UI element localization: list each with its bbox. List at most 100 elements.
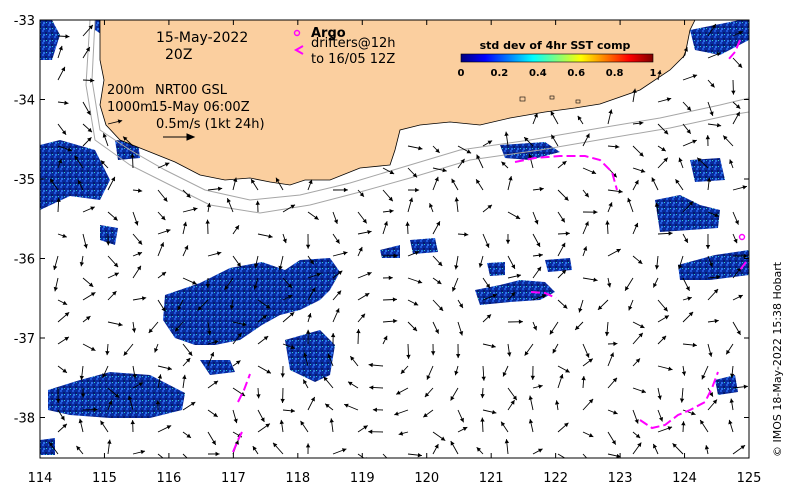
current-arrow (205, 219, 210, 235)
current-arrow (501, 161, 509, 169)
time-label: 20Z (165, 47, 192, 63)
current-arrow (132, 233, 143, 245)
current-arrow (357, 246, 363, 257)
current-arrow (528, 395, 534, 411)
current-arrow (123, 343, 134, 356)
current-arrow (432, 221, 441, 235)
current-arrow (282, 277, 293, 289)
current-arrow (432, 299, 444, 312)
current-arrow (505, 233, 511, 244)
current-arrow (357, 425, 368, 433)
current-arrow (182, 221, 188, 235)
current-arrow (432, 255, 443, 267)
drifters-label-2: to 16/05 12Z (311, 52, 395, 67)
current-arrow (732, 101, 741, 109)
current-arrow (707, 343, 713, 357)
current-arrow (604, 321, 610, 337)
date-label: 15-May-2022 (156, 30, 248, 46)
current-arrow (82, 343, 96, 352)
current-arrow (422, 409, 434, 418)
current-arrow (157, 374, 163, 389)
y-axis: -33 -34 -35 -36 -37 -38 (14, 14, 749, 427)
current-arrow (174, 321, 184, 332)
current-arrow (279, 419, 284, 433)
current-arrow (107, 272, 120, 279)
current-arrow (382, 297, 397, 302)
current-arrow (652, 443, 659, 455)
current-arrow (532, 384, 543, 389)
current-arrow (332, 308, 340, 323)
current-vectors (48, 23, 748, 458)
current-arrow (323, 376, 334, 389)
current-arrow (107, 400, 113, 411)
current-arrow (232, 225, 240, 235)
current-arrow (122, 136, 134, 147)
current-arrow (382, 209, 394, 214)
current-arrow (232, 409, 238, 424)
current-arrow (55, 387, 61, 403)
legend-drifters: Argo drifters@12h to 16/05 12Z (293, 26, 396, 67)
argo-label: Argo (311, 26, 346, 41)
current-arrow (732, 30, 743, 37)
current-arrow (557, 422, 569, 433)
current-arrow (632, 409, 639, 424)
current-arrow (357, 292, 370, 301)
current-arrow (523, 136, 534, 147)
current-arrow (701, 365, 709, 380)
current-arrow (347, 381, 359, 389)
current-arrow (57, 34, 70, 39)
current-arrow (428, 203, 434, 213)
current-arrow (132, 449, 146, 455)
y-tick-label: -33 (14, 14, 35, 29)
current-arrow (82, 277, 94, 288)
current-arrow (157, 189, 168, 202)
current-arrow (307, 211, 319, 220)
product-label: NRT00 GSL (155, 83, 228, 98)
current-arrow (332, 448, 347, 455)
current-arrow (343, 403, 359, 411)
current-arrow (57, 145, 72, 152)
current-arrow (482, 204, 493, 213)
current-arrow (657, 123, 669, 135)
current-arrow (532, 211, 539, 225)
current-arrow (627, 197, 634, 213)
scale-label: 0.5m/s (1kt 24h) (156, 117, 265, 132)
current-arrow (332, 187, 348, 193)
current-arrow (454, 365, 459, 376)
current-arrow (707, 288, 719, 301)
depth-200-label: 200m (107, 83, 144, 98)
current-arrow (157, 425, 172, 433)
current-arrow (682, 201, 694, 213)
current-arrow (207, 431, 217, 446)
current-arrow (532, 294, 547, 301)
current-arrow (257, 365, 272, 374)
current-arrow (705, 233, 711, 250)
current-arrow (557, 189, 569, 201)
current-arrow (57, 336, 70, 345)
current-arrow (207, 321, 212, 336)
current-arrow (207, 351, 215, 367)
current-arrow (729, 159, 734, 169)
current-arrow (426, 365, 434, 380)
current-arrow (582, 133, 590, 147)
current-arrow (455, 343, 461, 359)
current-arrow (53, 277, 59, 292)
current-arrow (232, 332, 243, 345)
current-arrow (732, 111, 741, 125)
current-arrow (207, 186, 223, 192)
current-arrow (407, 452, 422, 458)
current-arrow (632, 332, 644, 345)
current-arrow (82, 407, 98, 412)
current-arrow (550, 134, 559, 147)
current-arrow (582, 167, 597, 175)
plot-frame (39, 19, 750, 459)
current-arrow (632, 145, 644, 157)
current-arrow (478, 255, 484, 268)
current-arrow (729, 365, 735, 378)
current-arrow (532, 112, 538, 125)
current-arrow (582, 209, 598, 215)
credit-label: © IMOS 18-May-2022 15:38 Hobart (771, 261, 784, 457)
current-arrow (332, 251, 348, 257)
current-arrow (707, 79, 715, 88)
current-arrow (582, 189, 590, 198)
